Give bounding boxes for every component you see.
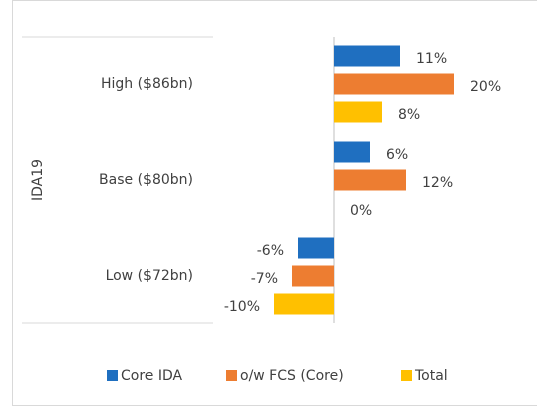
value-label: 20% xyxy=(470,79,501,95)
legend-label: Core IDA xyxy=(121,368,183,384)
bar xyxy=(334,169,406,191)
y-tick-label: Base ($80bn) xyxy=(99,172,193,188)
value-label: -10% xyxy=(224,299,260,315)
bar xyxy=(334,73,454,95)
bar xyxy=(274,293,334,315)
legend-swatch xyxy=(401,370,412,381)
y-tick-label: Low ($72bn) xyxy=(106,268,193,284)
value-label: -6% xyxy=(257,243,284,259)
bar xyxy=(298,237,334,259)
legend-label: Total xyxy=(414,368,448,384)
value-label: 0% xyxy=(350,203,372,219)
bar xyxy=(292,265,334,287)
bar xyxy=(334,45,400,67)
bar xyxy=(334,141,370,163)
bar xyxy=(334,101,382,123)
chart-border xyxy=(12,0,537,406)
value-label: 11% xyxy=(416,51,447,67)
value-label: 6% xyxy=(386,147,408,163)
value-label: -7% xyxy=(251,271,278,287)
value-label: 8% xyxy=(398,107,420,123)
legend-swatch xyxy=(226,370,237,381)
legend-swatch xyxy=(107,370,118,381)
axis-label: IDA19 xyxy=(30,159,46,201)
value-label: 12% xyxy=(422,175,453,191)
legend-label: o/w FCS (Core) xyxy=(240,368,344,384)
y-tick-label: High ($86bn) xyxy=(101,76,193,92)
